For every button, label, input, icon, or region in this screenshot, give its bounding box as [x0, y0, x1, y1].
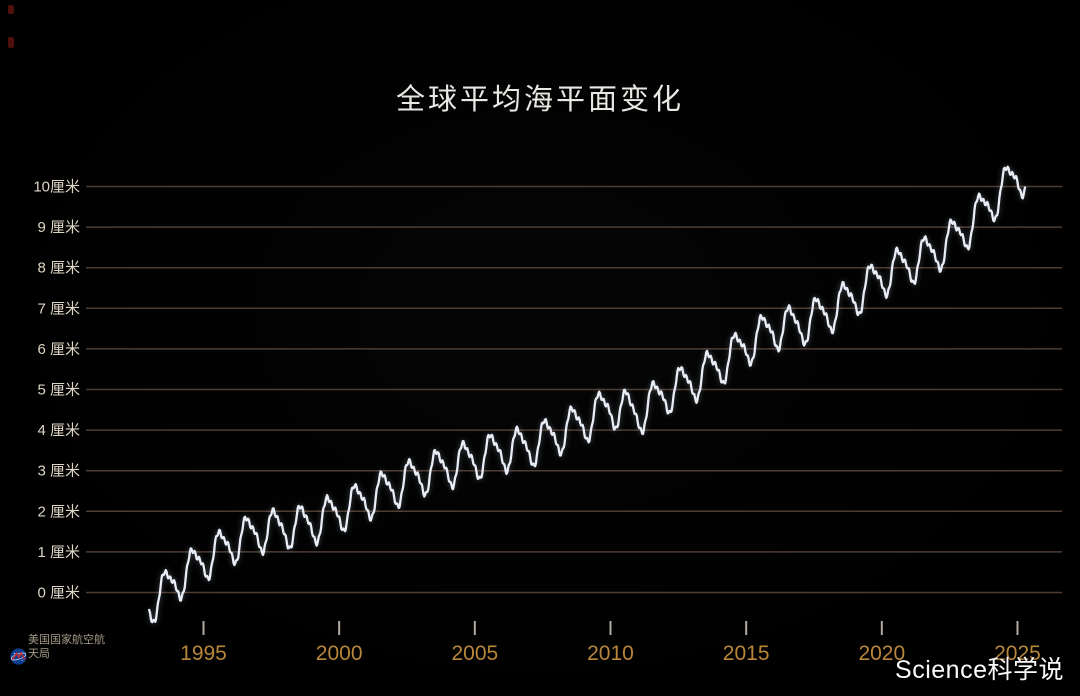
y-axis-label: 3 厘米 — [37, 463, 80, 480]
x-axis-label: 1995 — [180, 642, 227, 665]
y-axis-label: 8 厘米 — [37, 260, 80, 277]
x-axis-label: 2005 — [451, 642, 498, 665]
y-axis-label: 4 厘米 — [37, 422, 80, 439]
x-axis-label: 2000 — [316, 642, 363, 665]
watermark: Science科学说 — [895, 656, 1064, 684]
y-axis-label: 0 厘米 — [37, 585, 80, 602]
x-axis-label: 2015 — [723, 642, 770, 665]
x-axis-ticks — [202, 621, 1019, 635]
x-axis-label: 2020 — [858, 642, 905, 665]
x-axis-labels: 1995 2000 2005 2010 2015 2020 2025 — [180, 642, 1041, 665]
gridlines — [86, 185, 1062, 594]
sea-level-series-line — [148, 165, 1027, 624]
source-name: 美国国家航空航天局 — [28, 634, 105, 660]
screen-artifact-mark — [8, 5, 14, 14]
y-axis-label: 5 厘米 — [37, 382, 80, 399]
y-axis-label: 1 厘米 — [37, 544, 80, 561]
x-axis-label: 2025 — [994, 642, 1041, 665]
y-axis-label: 2 厘米 — [37, 503, 80, 520]
y-axis-label: 10厘米 — [33, 179, 80, 196]
y-axis-label: 9 厘米 — [37, 219, 80, 236]
chart-title: 全球平均海平面变化 — [395, 84, 684, 116]
source-attribution: 美国国家航空航天局 — [10, 634, 130, 665]
nasa-logo-icon — [10, 648, 27, 665]
y-axis-labels: 10厘米 9 厘米 8 厘米 7 厘米 6 厘米 5 厘米 4 厘米 3 厘米 2 厘米 1 厘米… — [33, 179, 80, 602]
y-axis-label: 7 厘米 — [37, 300, 80, 317]
x-axis-label: 2010 — [587, 642, 634, 665]
y-axis-label: 6 厘米 — [37, 341, 80, 358]
screen-artifact-mark — [8, 37, 14, 48]
